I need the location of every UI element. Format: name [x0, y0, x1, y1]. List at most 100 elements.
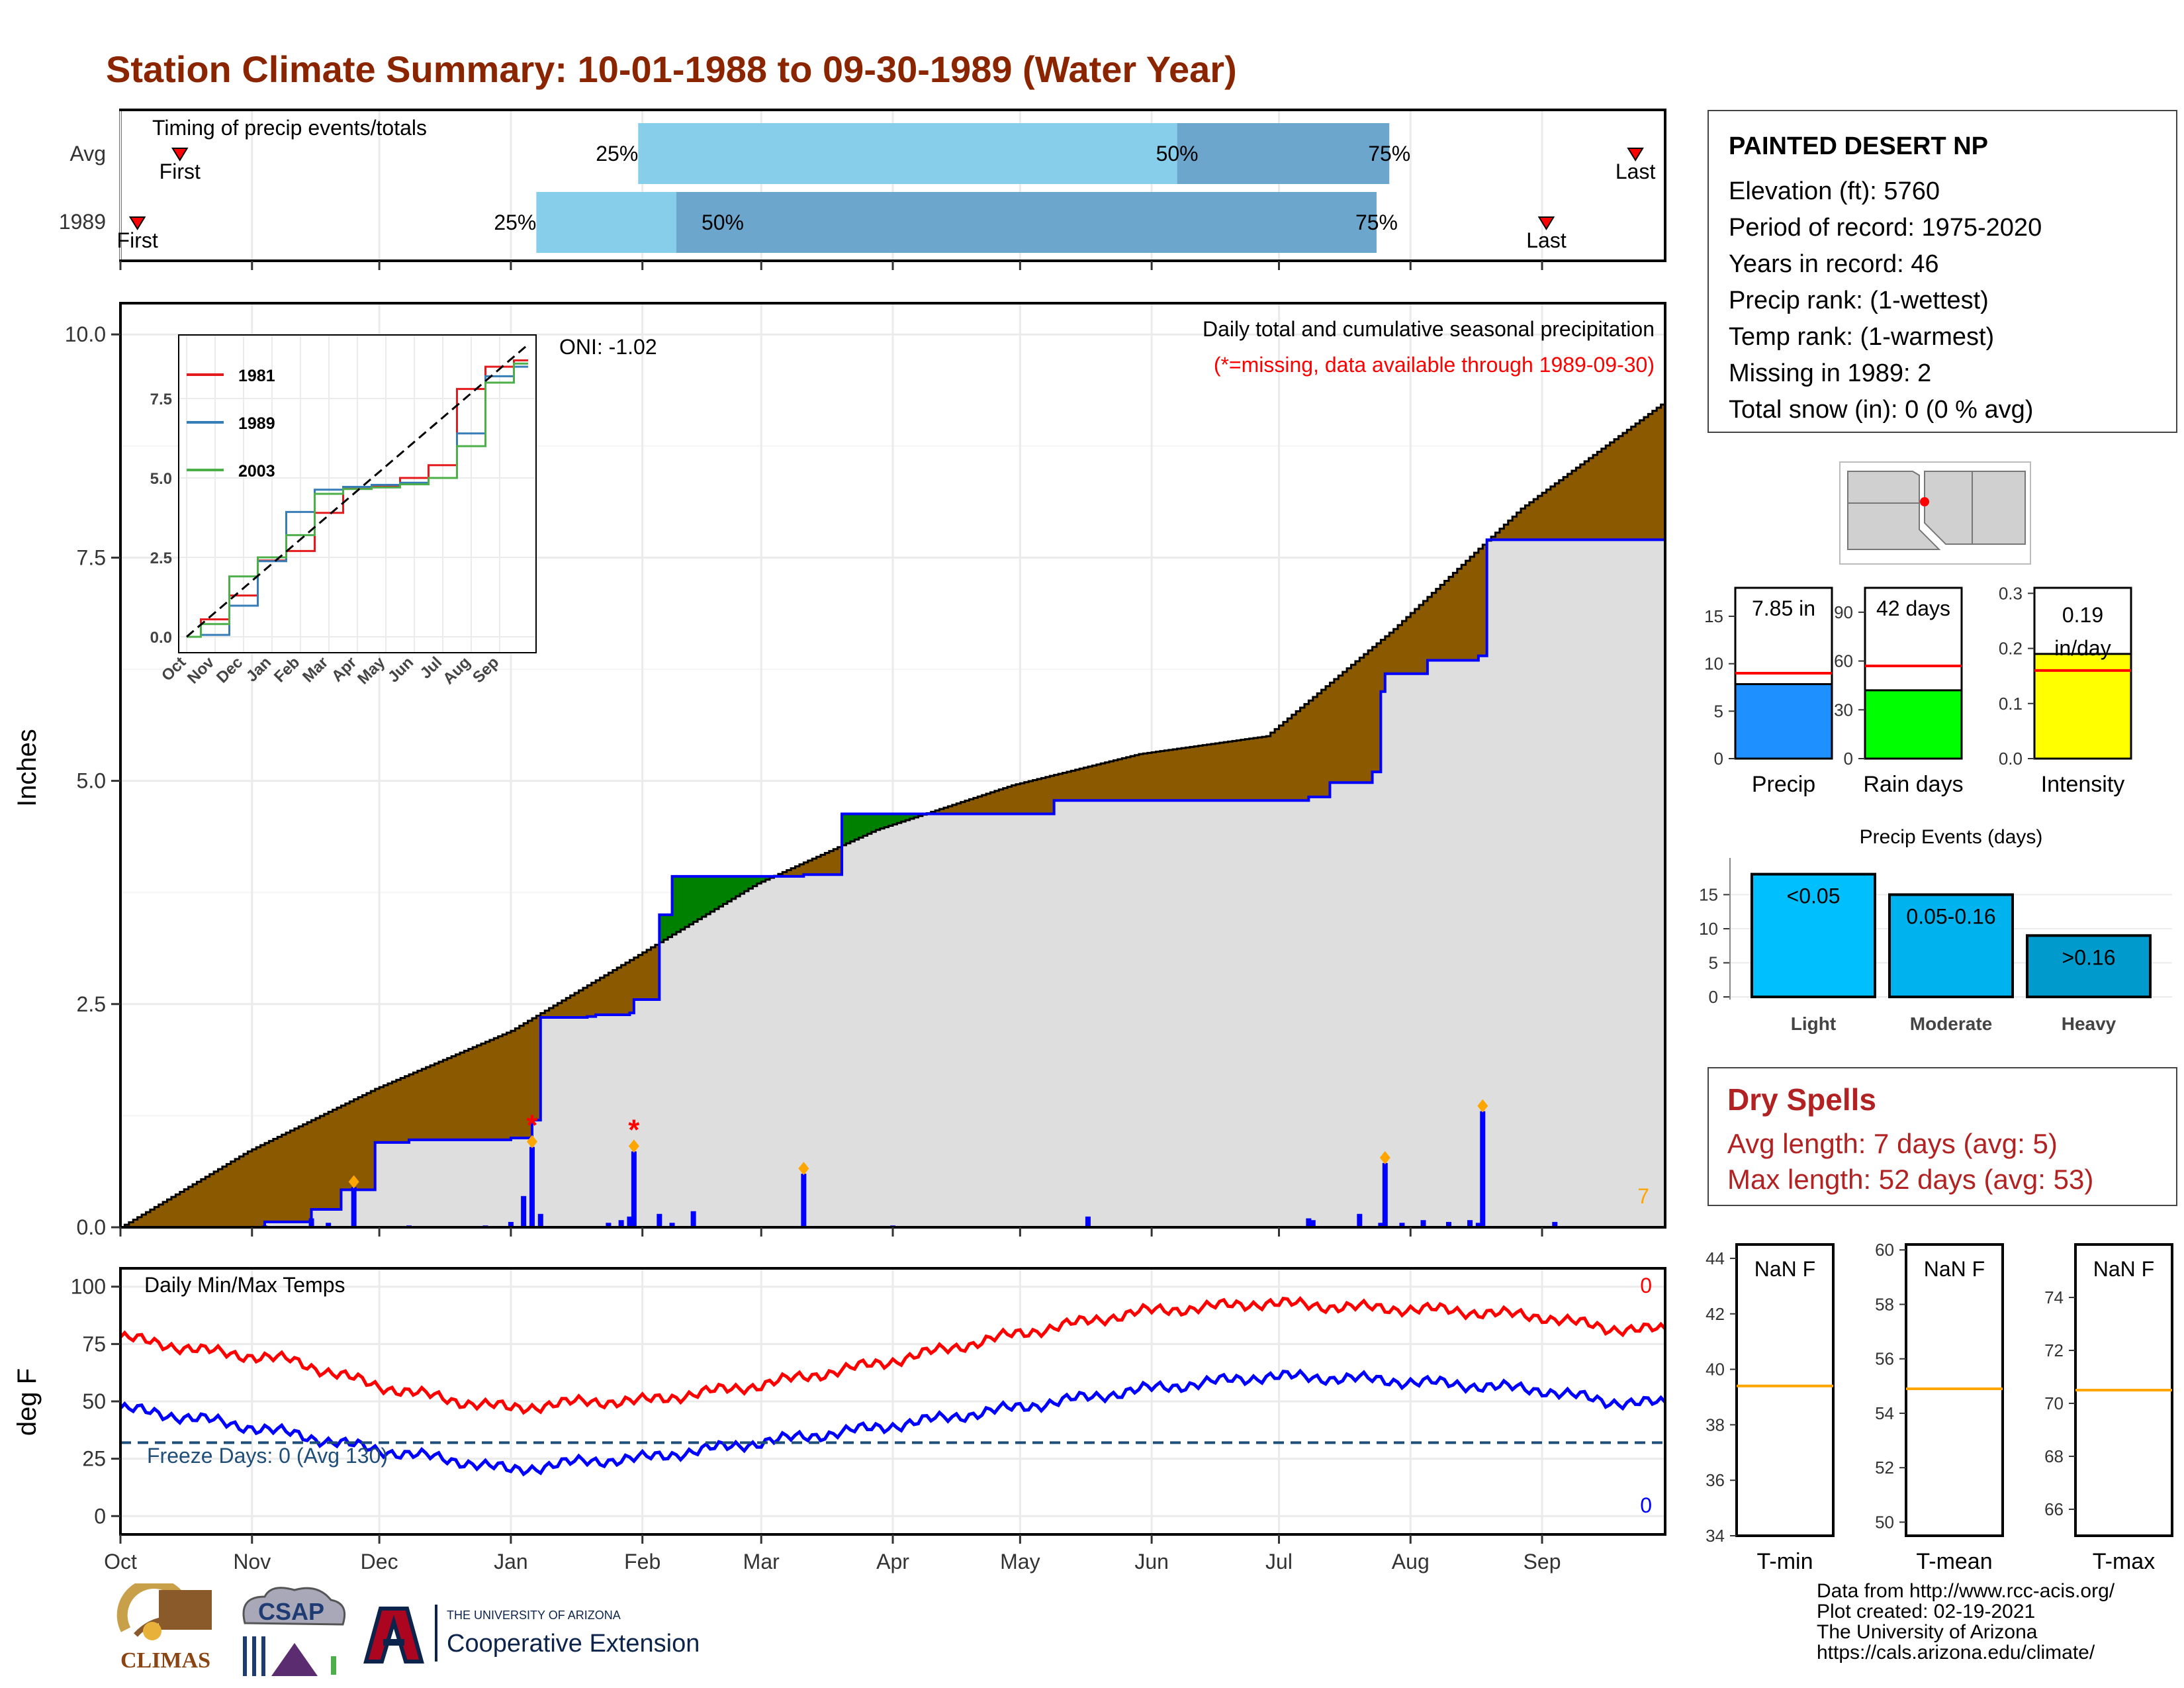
- daily-precip-bar: [308, 1218, 314, 1227]
- timing-marker-last: [1537, 216, 1555, 230]
- daily-precip-bar: [326, 1223, 332, 1227]
- events-title: Precip Events (days): [1860, 826, 2043, 848]
- ua-big-text: Cooperative Extension: [447, 1630, 700, 1658]
- mini-y-tick-label: 10: [1704, 654, 1723, 674]
- temp-box-label: T-min: [1757, 1549, 1813, 1574]
- timing-marker-first: [128, 216, 146, 230]
- daily-precip-bar: [1085, 1216, 1091, 1227]
- inset-frame: [178, 334, 537, 653]
- daily-precip-bar: [1310, 1220, 1316, 1227]
- temp-box-y-tick-label: 60: [1875, 1240, 1894, 1260]
- temp-box-y-tick-label: 74: [2044, 1288, 2064, 1307]
- precip-y-axis-label: Inches: [13, 729, 42, 807]
- station-info-box: PAINTED DESERT NP Elevation (ft): 5760 P…: [1707, 110, 2177, 433]
- station-location-marker: [1920, 497, 1929, 506]
- daily-precip-bar: [690, 1211, 696, 1227]
- event-marker: [1379, 1150, 1390, 1164]
- mini-y-tick-label: 5: [1714, 701, 1723, 721]
- temperature-y-axis-label: deg F: [13, 1368, 42, 1436]
- station-precip-rank: Precip rank: (1-wettest): [1729, 287, 1989, 314]
- month-label: Oct: [104, 1550, 137, 1573]
- credits-source: Data from http://www.rcc-acis.org/: [1817, 1580, 2115, 1602]
- mini-bar-rain-days: [1864, 689, 1963, 760]
- quartile-bar-25-50: [536, 192, 676, 253]
- precip-missing-caption: (*=missing, data available through 1989-…: [1214, 353, 1655, 377]
- temp-box-y-tick-label: 68: [2044, 1446, 2064, 1466]
- quartile-25-label: 25%: [596, 142, 638, 165]
- mini-value-unit: in/day: [2054, 636, 2111, 660]
- quartile-75-label: 75%: [1355, 211, 1398, 234]
- credits-url: https://cals.arizona.edu/climate/: [1817, 1642, 2095, 1664]
- inset-legend: 1981 1989 2003: [187, 367, 275, 481]
- below-cumulative-fill: [120, 526, 1665, 1228]
- mini-category-label: Precip: [1752, 772, 1815, 797]
- month-label: Jul: [1265, 1550, 1293, 1573]
- temp-box-y-tick-label: 52: [1875, 1458, 1894, 1477]
- temp-box-y-tick-label: 54: [1875, 1403, 1894, 1423]
- freeze-days-label: Freeze Days: 0 (Avg 130): [147, 1444, 388, 1468]
- daily-precip-bar: [529, 1147, 535, 1227]
- timing-marker-last: [1627, 148, 1644, 162]
- daily-precip-bar: [657, 1213, 662, 1227]
- climas-logo-text: CLIMAS: [120, 1648, 211, 1673]
- csap-logo: CSAP: [232, 1583, 351, 1681]
- event-bar-heavy: [2026, 934, 2152, 999]
- daily-precip-bar: [508, 1221, 514, 1227]
- daily-precip-bar: [351, 1187, 357, 1227]
- map-state-shape: [1924, 471, 2026, 545]
- daily-precip-bar: [537, 1213, 543, 1227]
- events-y-tick-label: 15: [1699, 885, 1718, 905]
- map-state-shape: [1847, 471, 1941, 550]
- daily-precip-bar: [606, 1223, 612, 1227]
- event-category-label: Moderate: [1910, 1013, 1992, 1034]
- temp-box-y-tick-label: 72: [2044, 1340, 2064, 1360]
- quartile-50-label: 50%: [1156, 142, 1199, 165]
- missing-day-marker: *: [628, 1113, 640, 1146]
- min-temp-count: 0: [1640, 1493, 1652, 1517]
- temperature-summary-boxes: 34 36 38 40 42 44 NaN F T-min 50 52 54 56 58 60 NaN F T…: [1706, 1240, 2173, 1574]
- station-temp-rank: Temp rank: (1-warmest): [1729, 323, 1995, 351]
- temp-box-y-tick-label: 66: [2044, 1499, 2064, 1519]
- quartile-bar-25-50: [638, 123, 1177, 184]
- avg-max-line: [119, 1295, 1666, 1415]
- event-bin-label: >0.16: [2062, 945, 2116, 969]
- dry-spells-avg: Avg length: 7 days (avg: 5): [1727, 1128, 2058, 1159]
- temp-box-y-tick-label: 38: [1706, 1415, 1725, 1434]
- daily-precip-bar: [1475, 1223, 1481, 1227]
- events-y-tick-label: 5: [1709, 953, 1718, 973]
- month-label: Dec: [361, 1550, 398, 1573]
- temp-y-tick-label: 25: [82, 1447, 106, 1471]
- mini-value-label: 42 days: [1876, 596, 1950, 620]
- mini-value-label: 7.85 in: [1752, 596, 1815, 620]
- ua-small-text: THE UNIVERSITY OF ARIZONA: [447, 1609, 621, 1622]
- mini-y-tick-label: 0: [1714, 749, 1723, 769]
- inset-y-tick-label: 0.0: [150, 629, 172, 647]
- precip-y-tick-label: 10.0: [65, 322, 106, 346]
- quartile-bar-50-75: [676, 192, 1377, 253]
- temp-box-frame: [1735, 1243, 1835, 1537]
- mini-value-label: 0.19: [2062, 603, 2103, 627]
- month-label: Aug: [1392, 1550, 1430, 1573]
- legend-label-2003: 2003: [238, 462, 275, 481]
- event-bar-moderate: [1888, 893, 2014, 998]
- precip-y-tick-label: 7.5: [77, 545, 106, 569]
- dry-spells-box: Dry Spells Avg length: 7 days (avg: 5) M…: [1707, 1067, 2177, 1206]
- daily-precip-bar: [1306, 1218, 1312, 1227]
- inset-line-2003: [187, 362, 528, 638]
- deficit-area: [124, 404, 1665, 1227]
- inset-average-line: [186, 344, 529, 638]
- month-label: Feb: [624, 1550, 660, 1573]
- month-axis: Oct Nov Dec Jan Feb Mar Apr May Jun Jul Aug Sep: [104, 1227, 1561, 1573]
- station-years: Years in record: 46: [1729, 250, 1939, 278]
- credits-university: The University of Arizona: [1817, 1621, 2038, 1643]
- timing-marker-label: First: [117, 228, 158, 252]
- temp-box-y-tick-label: 58: [1875, 1294, 1894, 1314]
- timing-row-avg-label: Avg: [69, 142, 106, 165]
- daily-precip-bar: [1552, 1221, 1558, 1227]
- temp-box-y-tick-label: 70: [2044, 1393, 2064, 1413]
- temp-box-y-tick-label: 56: [1875, 1349, 1894, 1369]
- daily-precip-bar: [1420, 1220, 1426, 1227]
- month-label: Nov: [233, 1550, 271, 1573]
